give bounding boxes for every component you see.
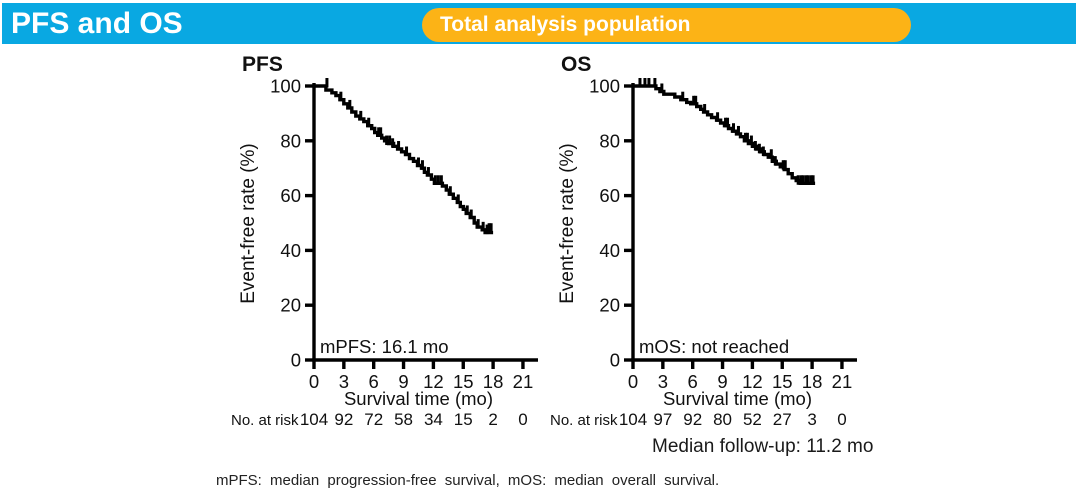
- risk-count: 52: [743, 410, 762, 429]
- y-tick-label: 40: [599, 240, 620, 261]
- risk-count: 92: [683, 410, 702, 429]
- y-axis-label: Event-free rate (%): [557, 143, 578, 304]
- x-tick-label: 18: [802, 371, 823, 392]
- x-tick-label: 3: [658, 371, 668, 392]
- pfs-chart-panel: PFS 0 20 40 60 80 100 0 3 6 9 12 15 18 21 Survival time…: [230, 48, 570, 443]
- chart-title: OS: [561, 53, 591, 76]
- x-axis-ticks: 0 3 6 9 12 15 18 21: [628, 360, 852, 392]
- y-tick-label: 0: [291, 350, 301, 371]
- y-tick-label: 20: [599, 295, 620, 316]
- risk-count: 104: [619, 410, 647, 429]
- y-axis-label: Event-free rate (%): [238, 143, 259, 304]
- x-tick-label: 0: [309, 371, 319, 392]
- y-tick-label: 80: [599, 130, 620, 151]
- risk-count: 97: [653, 410, 672, 429]
- y-tick-label: 60: [280, 185, 301, 206]
- x-tick-label: 3: [339, 371, 349, 392]
- risk-count: 104: [300, 410, 328, 429]
- page-title: PFS and OS: [11, 7, 183, 40]
- median-annotation: mPFS: 16.1 mo: [320, 336, 449, 357]
- header-bar: PFS and OS Total analysis population: [2, 3, 1076, 44]
- x-tick-label: 9: [717, 371, 727, 392]
- chart-title: PFS: [242, 53, 283, 76]
- x-tick-label: 6: [688, 371, 698, 392]
- km-curve: [633, 84, 816, 185]
- y-tick-label: 40: [280, 240, 301, 261]
- y-tick-label: 80: [280, 130, 301, 151]
- x-tick-label: 15: [453, 371, 474, 392]
- censor-marks: [325, 78, 493, 235]
- risk-row: No. at risk 104 97 92 80 52 27 3 0: [550, 410, 847, 429]
- censor-marks: [638, 78, 815, 185]
- x-tick-label: 12: [742, 371, 763, 392]
- axes: [312, 83, 538, 362]
- risk-row: No. at risk 104 92 72 58 34 15 2 0: [231, 410, 528, 429]
- median-followup-label: Median follow-up: 11.2 mo: [652, 436, 874, 457]
- risk-count: 0: [837, 410, 846, 429]
- x-axis-label: Survival time (mo): [344, 388, 493, 409]
- x-axis-label: Survival time (mo): [663, 388, 812, 409]
- median-annotation: mOS: not reached: [639, 336, 789, 357]
- y-tick-label: 100: [589, 76, 620, 97]
- risk-count: 0: [518, 410, 527, 429]
- x-tick-label: 9: [398, 371, 408, 392]
- y-axis-ticks: 0 20 40 60 80 100: [589, 76, 633, 371]
- risk-count: 92: [334, 410, 353, 429]
- x-tick-label: 15: [772, 371, 793, 392]
- risk-count: 34: [424, 410, 443, 429]
- risk-count: 3: [807, 410, 816, 429]
- y-tick-label: 0: [610, 350, 620, 371]
- abbreviations-footnote: mPFS: median progression-free survival, …: [216, 472, 720, 489]
- risk-count: 27: [773, 410, 792, 429]
- axes: [631, 83, 857, 362]
- x-tick-label: 21: [513, 371, 534, 392]
- y-axis-ticks: 0 20 40 60 80 100: [270, 76, 314, 371]
- risk-count: 2: [488, 410, 497, 429]
- risk-count: 58: [394, 410, 413, 429]
- x-axis-ticks: 0 3 6 9 12 15 18 21: [309, 360, 533, 392]
- risk-count: 15: [454, 410, 473, 429]
- x-tick-label: 18: [483, 371, 504, 392]
- x-tick-label: 6: [369, 371, 379, 392]
- risk-count: 72: [364, 410, 383, 429]
- y-tick-label: 20: [280, 295, 301, 316]
- y-tick-label: 100: [270, 76, 301, 97]
- risk-row-label: No. at risk: [231, 412, 299, 429]
- x-tick-label: 0: [628, 371, 638, 392]
- y-tick-label: 60: [599, 185, 620, 206]
- x-tick-label: 12: [423, 371, 444, 392]
- population-badge: Total analysis population: [422, 8, 911, 42]
- x-tick-label: 21: [832, 371, 853, 392]
- risk-row-label: No. at risk: [550, 412, 618, 429]
- risk-count: 80: [713, 410, 732, 429]
- os-chart-panel: OS 0 20 40 60 80 100 0 3 6 9 12 15 18 21 Survival time …: [549, 48, 889, 443]
